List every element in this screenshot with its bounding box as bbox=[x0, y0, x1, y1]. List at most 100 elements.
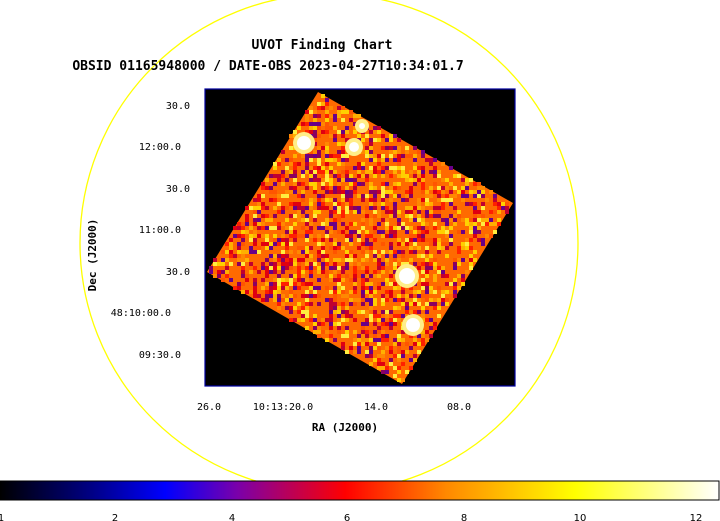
noise-pixel bbox=[349, 230, 353, 234]
noise-pixel bbox=[353, 230, 357, 234]
noise-pixel bbox=[289, 258, 293, 262]
noise-pixel bbox=[385, 218, 389, 222]
noise-pixel bbox=[333, 290, 337, 294]
noise-pixel bbox=[425, 282, 429, 286]
noise-pixel bbox=[473, 258, 477, 262]
noise-pixel bbox=[269, 282, 273, 286]
noise-pixel bbox=[285, 278, 289, 282]
noise-pixel bbox=[385, 222, 389, 226]
noise-pixel bbox=[397, 334, 401, 338]
noise-pixel bbox=[425, 274, 429, 278]
noise-pixel bbox=[405, 310, 409, 314]
noise-pixel bbox=[277, 222, 281, 226]
noise-pixel bbox=[341, 286, 345, 290]
noise-pixel bbox=[345, 238, 349, 242]
noise-pixel bbox=[393, 306, 397, 310]
noise-pixel bbox=[217, 274, 221, 278]
noise-pixel bbox=[501, 206, 505, 210]
noise-pixel bbox=[401, 330, 405, 334]
noise-pixel bbox=[309, 158, 313, 162]
noise-pixel bbox=[345, 166, 349, 170]
noise-pixel bbox=[397, 354, 401, 358]
noise-pixel bbox=[429, 162, 433, 166]
noise-pixel bbox=[221, 278, 225, 282]
noise-pixel bbox=[333, 242, 337, 246]
noise-pixel bbox=[321, 174, 325, 178]
noise-pixel bbox=[329, 266, 333, 270]
noise-pixel bbox=[213, 258, 217, 262]
noise-pixel bbox=[409, 298, 413, 302]
noise-pixel bbox=[321, 246, 325, 250]
noise-pixel bbox=[421, 286, 425, 290]
noise-pixel bbox=[317, 122, 321, 126]
noise-pixel bbox=[437, 238, 441, 242]
noise-pixel bbox=[417, 218, 421, 222]
noise-pixel bbox=[381, 230, 385, 234]
bright-source bbox=[297, 136, 311, 150]
noise-pixel bbox=[377, 358, 381, 362]
noise-pixel bbox=[433, 306, 437, 310]
noise-pixel bbox=[245, 214, 249, 218]
noise-pixel bbox=[261, 226, 265, 230]
noise-pixel bbox=[309, 170, 313, 174]
noise-pixel bbox=[413, 230, 417, 234]
noise-pixel bbox=[333, 186, 337, 190]
noise-pixel bbox=[305, 110, 309, 114]
noise-pixel bbox=[457, 250, 461, 254]
noise-pixel bbox=[313, 322, 317, 326]
noise-pixel bbox=[385, 262, 389, 266]
noise-pixel bbox=[281, 182, 285, 186]
noise-pixel bbox=[385, 254, 389, 258]
noise-pixel bbox=[317, 266, 321, 270]
noise-pixel bbox=[357, 350, 361, 354]
noise-pixel bbox=[421, 166, 425, 170]
noise-pixel bbox=[297, 214, 301, 218]
noise-pixel bbox=[393, 354, 397, 358]
noise-pixel bbox=[329, 318, 333, 322]
noise-pixel bbox=[349, 186, 353, 190]
noise-pixel bbox=[385, 250, 389, 254]
noise-pixel bbox=[393, 342, 397, 346]
noise-pixel bbox=[337, 186, 341, 190]
noise-pixel bbox=[321, 266, 325, 270]
noise-pixel bbox=[417, 302, 421, 306]
noise-pixel bbox=[289, 202, 293, 206]
noise-pixel bbox=[297, 266, 301, 270]
noise-pixel bbox=[373, 210, 377, 214]
noise-pixel bbox=[417, 270, 421, 274]
noise-pixel bbox=[273, 182, 277, 186]
noise-pixel bbox=[277, 306, 281, 310]
noise-pixel bbox=[313, 142, 317, 146]
noise-pixel bbox=[429, 334, 433, 338]
noise-pixel bbox=[389, 246, 393, 250]
noise-pixel bbox=[413, 206, 417, 210]
noise-pixel bbox=[385, 194, 389, 198]
noise-pixel bbox=[285, 238, 289, 242]
y-tick-label: 12:00.0 bbox=[139, 142, 181, 153]
noise-pixel bbox=[257, 270, 261, 274]
noise-pixel bbox=[337, 190, 341, 194]
noise-pixel bbox=[361, 294, 365, 298]
noise-pixel bbox=[333, 174, 337, 178]
noise-pixel bbox=[417, 234, 421, 238]
noise-pixel bbox=[325, 198, 329, 202]
noise-pixel bbox=[253, 198, 257, 202]
noise-pixel bbox=[293, 286, 297, 290]
noise-pixel bbox=[301, 258, 305, 262]
noise-pixel bbox=[309, 178, 313, 182]
noise-pixel bbox=[417, 206, 421, 210]
noise-pixel bbox=[317, 226, 321, 230]
noise-pixel bbox=[337, 318, 341, 322]
noise-pixel bbox=[313, 122, 317, 126]
noise-pixel bbox=[453, 218, 457, 222]
noise-pixel bbox=[465, 238, 469, 242]
noise-pixel bbox=[357, 338, 361, 342]
noise-pixel bbox=[357, 194, 361, 198]
noise-pixel bbox=[377, 162, 381, 166]
noise-pixel bbox=[329, 314, 333, 318]
noise-pixel bbox=[289, 306, 293, 310]
noise-pixel bbox=[377, 270, 381, 274]
noise-pixel bbox=[445, 242, 449, 246]
noise-pixel bbox=[293, 306, 297, 310]
noise-pixel bbox=[401, 378, 405, 382]
